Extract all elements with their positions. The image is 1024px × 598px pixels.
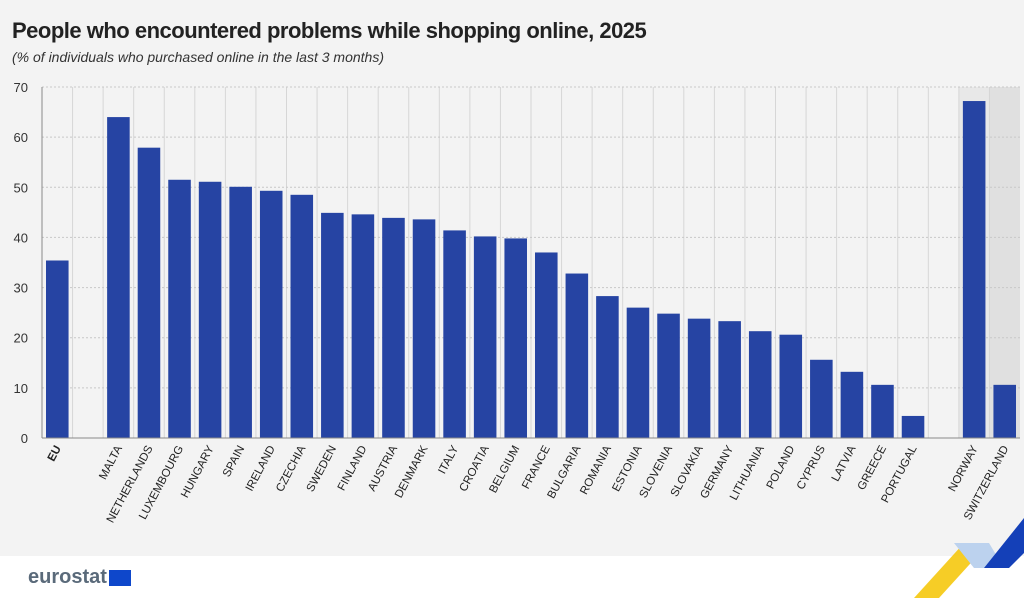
y-tick-label: 30 [14, 281, 28, 296]
decorative-stripes [914, 518, 1024, 598]
x-tick-label: MALTA [97, 443, 125, 481]
bar-netherlands [137, 147, 161, 438]
bar-france [535, 252, 558, 438]
y-tick-label: 20 [14, 331, 28, 346]
x-tick-label: CYPRUS [795, 443, 828, 491]
bar-slovenia [657, 313, 680, 438]
eurostat-logo: eurostat [28, 566, 131, 589]
y-tick-label: 50 [14, 180, 28, 195]
logo-text: eurostat [28, 566, 107, 588]
x-tick-label: LATVIA [830, 443, 859, 483]
bar-romania [596, 296, 619, 438]
x-tick-label: SPAIN [221, 444, 247, 479]
bar-austria [382, 217, 405, 438]
x-tick-label: ROMANIA [578, 443, 614, 496]
x-tick-label: GREECE [856, 443, 890, 492]
x-tick-label: POLAND [765, 444, 798, 491]
y-tick-label: 40 [14, 230, 28, 245]
x-tick-label: FINLAND [336, 444, 370, 493]
bar-sweden [321, 212, 344, 438]
x-tick-label: SWEDEN [305, 444, 339, 494]
x-tick-label: BELGIUM [487, 444, 522, 495]
x-tick-label: NORWAY [947, 443, 981, 493]
x-tick-label: CROATIA [458, 443, 492, 493]
bar-eu [46, 260, 69, 438]
bar-lithuania [748, 331, 772, 438]
bar-slovakia [687, 318, 711, 438]
bar-cyprus [810, 359, 833, 438]
x-tick-label: FRANCE [520, 443, 553, 491]
bar-malta [107, 117, 130, 438]
x-tick-label: HUNGARY [179, 443, 217, 500]
bar-ireland [259, 190, 283, 438]
bar-belgium [504, 238, 527, 438]
bar-czechia [290, 194, 314, 438]
bar-croatia [473, 236, 497, 438]
bar-luxembourg [168, 179, 191, 438]
bar-bulgaria [565, 273, 589, 438]
bar-italy [443, 230, 466, 438]
x-tick-label: DENMARK [393, 443, 431, 500]
x-tick-label: IRELAND [244, 444, 278, 494]
x-tick-label: ITALY [436, 443, 461, 476]
bar-poland [779, 334, 803, 438]
x-tick-label: EU [46, 444, 64, 464]
eu-flag-icon [108, 569, 131, 586]
bar-greece [871, 384, 894, 438]
bar-switzerland [993, 384, 1016, 438]
x-tick-label: AUSTRIA [366, 443, 400, 493]
x-tick-label: ESTONIA [610, 443, 644, 493]
y-tick-label: 60 [14, 130, 28, 145]
chart-subtitle: (% of individuals who purchased online i… [12, 49, 384, 65]
y-tick-label: 0 [21, 431, 28, 446]
chart-title: People who encountered problems while sh… [12, 18, 647, 43]
y-tick-label: 70 [14, 80, 28, 95]
x-tick-label: CZECHIA [274, 443, 308, 493]
bar-estonia [626, 307, 650, 438]
bar-spain [229, 186, 252, 438]
bar-finland [351, 214, 375, 438]
bar-hungary [198, 181, 222, 438]
highlight-band [989, 87, 1020, 438]
bar-germany [718, 321, 741, 438]
y-tick-label: 10 [14, 381, 28, 396]
bar-norway [962, 101, 986, 438]
bar-portugal [901, 415, 925, 438]
bar-denmark [412, 219, 436, 438]
bar-latvia [840, 371, 864, 438]
